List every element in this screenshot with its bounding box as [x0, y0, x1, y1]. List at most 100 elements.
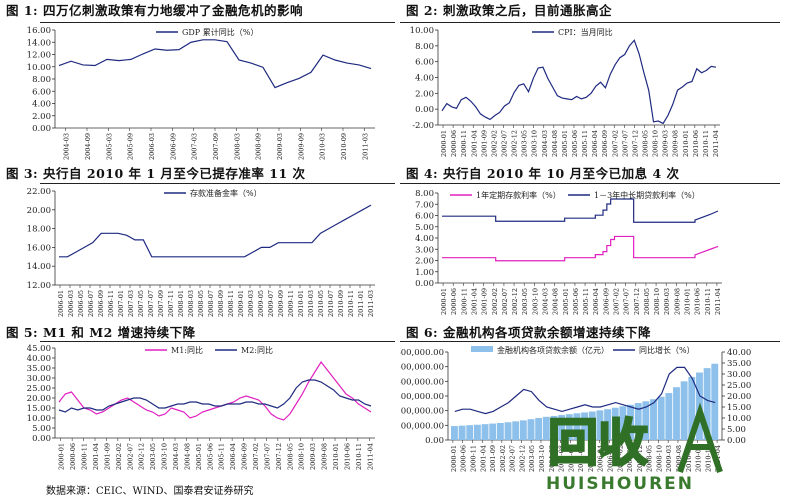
- bar: [581, 412, 589, 440]
- bar: [665, 393, 673, 440]
- y-tick-label: 22.00: [27, 187, 51, 197]
- bar: [604, 409, 611, 440]
- x-tick-label: 2010-11: [347, 290, 355, 317]
- y-tick-label: 10.00: [27, 63, 51, 73]
- y-tick-label: 25.00: [27, 384, 51, 394]
- legend-label: GDP 累计同比（%）: [182, 27, 258, 37]
- x-tick-label: 2003-10: [538, 445, 546, 472]
- y-tick-label: 35.00: [27, 364, 51, 374]
- series-line: [442, 198, 719, 223]
- x-tick-label: 2003-05: [149, 443, 157, 470]
- x-tick-label: 2009-03: [665, 445, 673, 472]
- x-tick-label: 2006-04: [592, 288, 600, 315]
- y-tick-label: 40.00: [27, 354, 51, 364]
- x-tick-label: 2008-01: [177, 290, 185, 317]
- y-tick-label: 10.00: [410, 26, 434, 36]
- chart-title: 图 5: M1 和 M2 增速持续下降: [6, 325, 196, 340]
- bar: [451, 426, 458, 440]
- y-tick-label: 1.00: [415, 268, 434, 278]
- chart-panel-3: 图 3: 央行自 2010 年 1 月至今已提存准率 11 次 12.00 14.…: [0, 163, 400, 323]
- bar: [489, 423, 497, 440]
- x-tick-label: 2008-10: [653, 288, 661, 315]
- x-tick-label: 2010-06: [694, 288, 702, 315]
- x-tick-label: 2006-09: [602, 288, 610, 315]
- x-tick-label: 2000-01: [440, 288, 448, 315]
- x-tick-label: 2004-08: [183, 443, 191, 470]
- x-tick-label: 2003-05: [521, 130, 529, 157]
- x-tick-label: 2009-09: [277, 290, 285, 317]
- x-tick-label: 2000-06: [450, 130, 458, 157]
- x-tick-label: 2010-11: [704, 445, 712, 472]
- chart-title: 图 3: 央行自 2010 年 1 月至今已提存准率 11 次: [6, 166, 306, 181]
- y-tick-label: 35.00: [727, 359, 751, 369]
- x-tick-label: 2004-08: [552, 288, 560, 315]
- x-tick-label: 2004-03: [63, 133, 71, 160]
- x-tick-label: 2005-06: [571, 130, 579, 157]
- x-tick-label: 2006-09: [241, 443, 249, 470]
- x-tick-label: 2008-05: [286, 443, 294, 470]
- y-tick-label: 6.00: [415, 58, 434, 68]
- x-tick-label: 2000-01: [450, 445, 458, 472]
- y-tick-label: 6.00: [415, 212, 434, 222]
- y-tick-label: 16.00: [27, 243, 51, 253]
- y-tick-label: 8.00: [415, 189, 434, 199]
- x-tick-label: 2004-03: [548, 445, 556, 472]
- y-tick-label: 300,000.00: [400, 392, 444, 402]
- x-tick-label: 2007-07: [147, 290, 155, 317]
- x-tick-label: 2003-10: [161, 443, 169, 470]
- y-tick-label: 12.00: [27, 281, 51, 291]
- bar: [473, 424, 481, 440]
- x-tick-label: 2006-09: [97, 290, 105, 317]
- x-tick-label: 2005-01: [562, 288, 570, 315]
- x-tick-label: 2006-11: [107, 290, 115, 317]
- x-tick-label: 2006-09: [169, 133, 177, 160]
- x-tick-label: 2011-04: [366, 443, 374, 470]
- bar: [496, 422, 504, 440]
- x-tick-label: 2007-05: [137, 290, 145, 317]
- x-tick-label: 2001-09: [481, 288, 489, 315]
- x-tick-label: 2008-05: [641, 130, 649, 157]
- x-tick-label: 2007-07: [263, 443, 271, 470]
- y-tick-label: 15.00: [727, 403, 751, 413]
- x-tick-label: 2006-07: [87, 290, 95, 317]
- y-tick-label: 25.00: [727, 381, 751, 391]
- series-line: [58, 39, 372, 89]
- chart-title: 图 4: 央行自 2010 年 10 月至今已加息 4 次: [406, 166, 680, 181]
- x-tick-label: 2010-01: [332, 443, 340, 470]
- x-tick-label: 2002-02: [490, 130, 498, 157]
- x-tick-label: 2001-09: [103, 443, 111, 470]
- x-tick-label: 2002-07: [509, 445, 517, 472]
- x-tick-label: 2000-06: [450, 288, 458, 315]
- x-tick-label: 2007-12: [636, 445, 644, 472]
- chart-m1-m2: 0.005.0010.0015.0020.0025.0030.0035.0040…: [27, 344, 375, 470]
- legend-label: 同比增长（%）: [639, 345, 695, 355]
- x-tick-label: 2002-12: [511, 288, 519, 315]
- y-tick-label: 100,000.00: [400, 421, 444, 431]
- y-tick-label: 0.00: [727, 436, 746, 446]
- divider: [40, 341, 395, 342]
- watermark-brand-text: 回收: [548, 413, 648, 472]
- x-tick-label: 2008-09: [217, 290, 225, 317]
- x-tick-label: 2008-05: [197, 290, 205, 317]
- y-tick-label: 40.00: [727, 348, 751, 358]
- legend-swatch: [471, 346, 493, 352]
- x-tick-label: 2006-03: [67, 290, 75, 317]
- y-tick-label: 45.00: [27, 344, 51, 354]
- x-tick-label: 2007-07: [621, 130, 629, 157]
- x-tick-label: 2007-03: [191, 133, 199, 160]
- x-tick-label: 2006-04: [597, 445, 605, 472]
- x-tick-label: 2008-05: [643, 288, 651, 315]
- x-tick-label: 2010-03: [307, 290, 315, 317]
- legend-label: 金融机构各项贷款余额（亿元）: [497, 345, 609, 355]
- x-tick-label: 2005-01: [567, 445, 575, 472]
- x-tick-label: 2003-10: [531, 130, 539, 157]
- y-tick-label: 8.00: [415, 42, 434, 52]
- y-tick-label: 0.00: [425, 436, 444, 446]
- x-tick-label: 2010-03: [319, 133, 327, 160]
- bar: [573, 413, 581, 440]
- x-tick-label: 2000-11: [469, 445, 477, 472]
- x-tick-label: 2010-07: [327, 290, 335, 317]
- x-tick-label: 2000-06: [460, 445, 468, 472]
- legend-label: 1年定期存款利率（%）: [476, 190, 561, 200]
